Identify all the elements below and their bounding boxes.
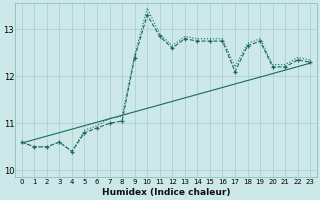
- X-axis label: Humidex (Indice chaleur): Humidex (Indice chaleur): [102, 188, 230, 197]
